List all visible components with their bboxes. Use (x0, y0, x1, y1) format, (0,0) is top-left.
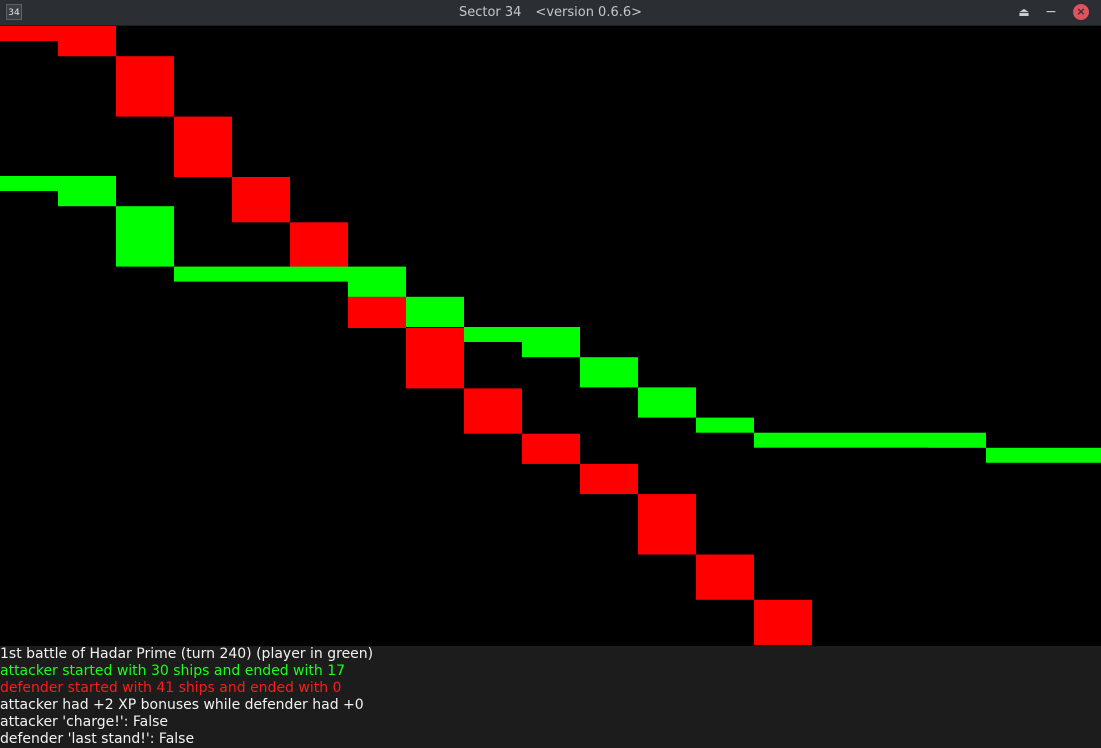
attacker-bar-round-18 (986, 447, 1044, 463)
attacker-bar-round-11 (580, 357, 638, 388)
battle-log: 1st battle of Hadar Prime (turn 240) (pl… (0, 646, 1101, 748)
defender-bar-round-4 (174, 116, 232, 177)
attacker-bar-round-16 (870, 432, 928, 448)
log-line-xp-bonuses: attacker had +2 XP bonuses while defende… (0, 697, 364, 713)
log-line-defender-ships: defender started with 41 ships and ended… (0, 680, 342, 696)
log-line-battle-title: 1st battle of Hadar Prime (turn 240) (pl… (0, 646, 374, 662)
attacker-bar-round-5 (232, 266, 290, 282)
attacker-bar-round-3 (116, 206, 174, 267)
window-titlebar: 34 Sector 34 <version 0.6.6> ⏏ − × (0, 0, 1101, 26)
attacker-bar-round-19 (1044, 447, 1101, 463)
defender-bar-round-9 (464, 388, 522, 434)
window-title: Sector 34 <version 0.6.6> (0, 0, 1101, 25)
defender-bar-round-10 (522, 433, 580, 464)
attacker-bar-round-9 (464, 327, 522, 342)
attacker-bar-round-17 (928, 432, 986, 448)
defender-bar-round-2 (58, 26, 116, 57)
defender-bar-round-6 (290, 222, 348, 268)
attacker-bar-round-7 (348, 266, 406, 297)
defender-bar-round-3 (116, 56, 174, 117)
attacker-bar-round-10 (522, 327, 580, 358)
attacker-bar-round-1 (0, 176, 58, 191)
keep-above-button[interactable]: ⏏ (1018, 5, 1030, 19)
attacker-bar-round-12 (638, 387, 696, 418)
defender-bar-round-13 (696, 554, 754, 600)
attacker-bar-round-8 (406, 296, 464, 327)
attacker-bar-round-13 (696, 417, 754, 433)
battle-chart-svg (0, 26, 1101, 646)
window-title-text: Sector 34 (458, 5, 522, 20)
minimize-button[interactable]: − (1045, 4, 1057, 20)
close-button[interactable]: × (1073, 4, 1089, 20)
battle-chart (0, 26, 1101, 646)
defender-bar-round-11 (580, 463, 638, 495)
app-icon: 34 (6, 4, 22, 20)
defender-bar-round-14 (754, 599, 812, 646)
attacker-bar-round-15 (812, 432, 870, 448)
log-line-attacker-ships: attacker started with 30 ships and ended… (0, 663, 346, 679)
log-line-defender-last-stand: defender 'last stand!': False (0, 731, 195, 747)
defender-bar-round-8 (406, 328, 464, 389)
defender-bar-round-5 (232, 177, 290, 223)
attacker-bar-round-4 (174, 266, 232, 282)
defender-bar-round-1 (0, 26, 58, 41)
log-line-attacker-charge: attacker 'charge!': False (0, 714, 169, 730)
defender-bar-round-12 (638, 494, 696, 555)
attacker-bar-round-14 (754, 432, 812, 448)
attacker-bar-round-6 (290, 266, 348, 282)
window-version-text: <version 0.6.6> (535, 5, 643, 20)
attacker-bar-round-2 (58, 176, 116, 207)
